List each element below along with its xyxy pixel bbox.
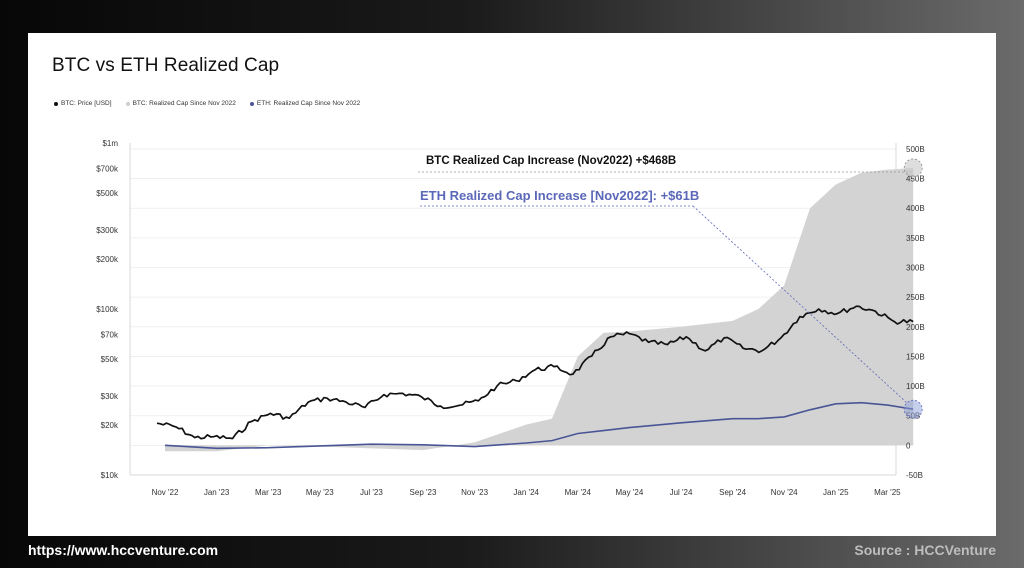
y-right-tick-label: 400B: [906, 204, 925, 213]
x-tick-label: Jan '23: [204, 488, 230, 497]
footer-url: https://www.hccventure.com: [28, 542, 219, 558]
legend-label: ETH: Realized Cap Since Nov 2022: [256, 100, 361, 107]
y-right-tick-label: 350B: [906, 234, 925, 243]
y-left-tick-label: $10k: [101, 471, 119, 480]
legend-item-eth-realized: ETH: Realized Cap Since Nov 2022: [249, 100, 361, 107]
y-right-tick-label: 150B: [906, 352, 925, 361]
y-right-tick-label: 500B: [906, 145, 925, 154]
legend-dot-icon: [125, 101, 130, 106]
series-eth-realized-line: [164, 401, 914, 450]
annotation-eth-marker: [903, 399, 923, 419]
y-right-tick-label: 100B: [906, 382, 925, 391]
legend-item-btc-realized: BTC: Realized Cap Since Nov 2022: [125, 100, 236, 107]
x-tick-label: May '23: [306, 488, 334, 497]
x-tick-label: Sep '23: [410, 488, 437, 497]
y-left-tick-label: $70k: [101, 331, 119, 340]
legend-dot-icon: [54, 101, 58, 106]
y-left-tick-label: $1m: [102, 139, 118, 148]
x-tick-label: Jan '24: [513, 488, 539, 497]
y-right-tick-label: -50B: [906, 471, 923, 480]
y-right-tick-label: 300B: [906, 264, 925, 273]
y-left-tick-label: $100k: [96, 305, 119, 314]
legend-label: BTC: Realized Cap Since Nov 2022: [132, 100, 236, 107]
x-tick-label: Jul '23: [360, 488, 383, 497]
y-left-tick-label: $50k: [101, 355, 119, 364]
x-tick-label: Nov '23: [461, 488, 488, 497]
chart-card: BTC vs ETH Realized Cap BTC: Price [USD]…: [28, 33, 996, 536]
chart-plot: $1m $700k $500k $300k $200k $100k $70k $50k $30k…: [96, 139, 925, 497]
y-left-tick-label: $20k: [101, 421, 119, 430]
chart-title: BTC vs ETH Realized Cap: [52, 55, 280, 76]
legend-item-btc-price: BTC: Price [USD]: [54, 100, 112, 107]
x-tick-label: Jan '25: [823, 488, 849, 497]
annotation-eth-leader: [692, 205, 908, 404]
legend-label: BTC: Price [USD]: [61, 100, 112, 107]
x-tick-label: Jul '24: [670, 488, 693, 497]
y-right-tick-label: 250B: [906, 293, 925, 302]
footer-source: Source : HCCVenture: [854, 542, 996, 558]
x-tick-label: Mar '24: [565, 488, 592, 497]
annotation-eth-text: ETH Realized Cap Increase [Nov2022]: +$6…: [420, 188, 699, 203]
y-left-tick-label: $30k: [101, 392, 119, 401]
x-tick-label: Mar '23: [255, 488, 282, 497]
series-btc-price-line: [156, 305, 914, 440]
annotation-btc-marker: [903, 158, 923, 178]
y-right-tick-label: 450B: [906, 175, 925, 184]
y-left-tick-label: $300k: [96, 226, 119, 235]
x-tick-label: Sep '24: [719, 488, 746, 497]
x-tick-label: May '24: [616, 488, 644, 497]
annotation-btc-text: BTC Realized Cap Increase (Nov2022) +$46…: [426, 155, 676, 167]
y-left-tick-label: $200k: [96, 255, 119, 264]
chart-legend: BTC: Price [USD] BTC: Realized Cap Since…: [54, 100, 360, 107]
y-left-tick-label: $700k: [96, 165, 119, 174]
x-tick-label: Mar '25: [874, 488, 901, 497]
series-btc-realized-area: [165, 167, 914, 452]
y-right-tick-label: 0: [906, 441, 911, 450]
legend-dot-icon: [249, 101, 254, 106]
x-tick-label: Nov '24: [771, 488, 798, 497]
y-left-tick-label: $500k: [96, 189, 119, 198]
y-right-tick-label: 200B: [906, 323, 925, 332]
x-tick-label: Nov '22: [152, 488, 179, 497]
